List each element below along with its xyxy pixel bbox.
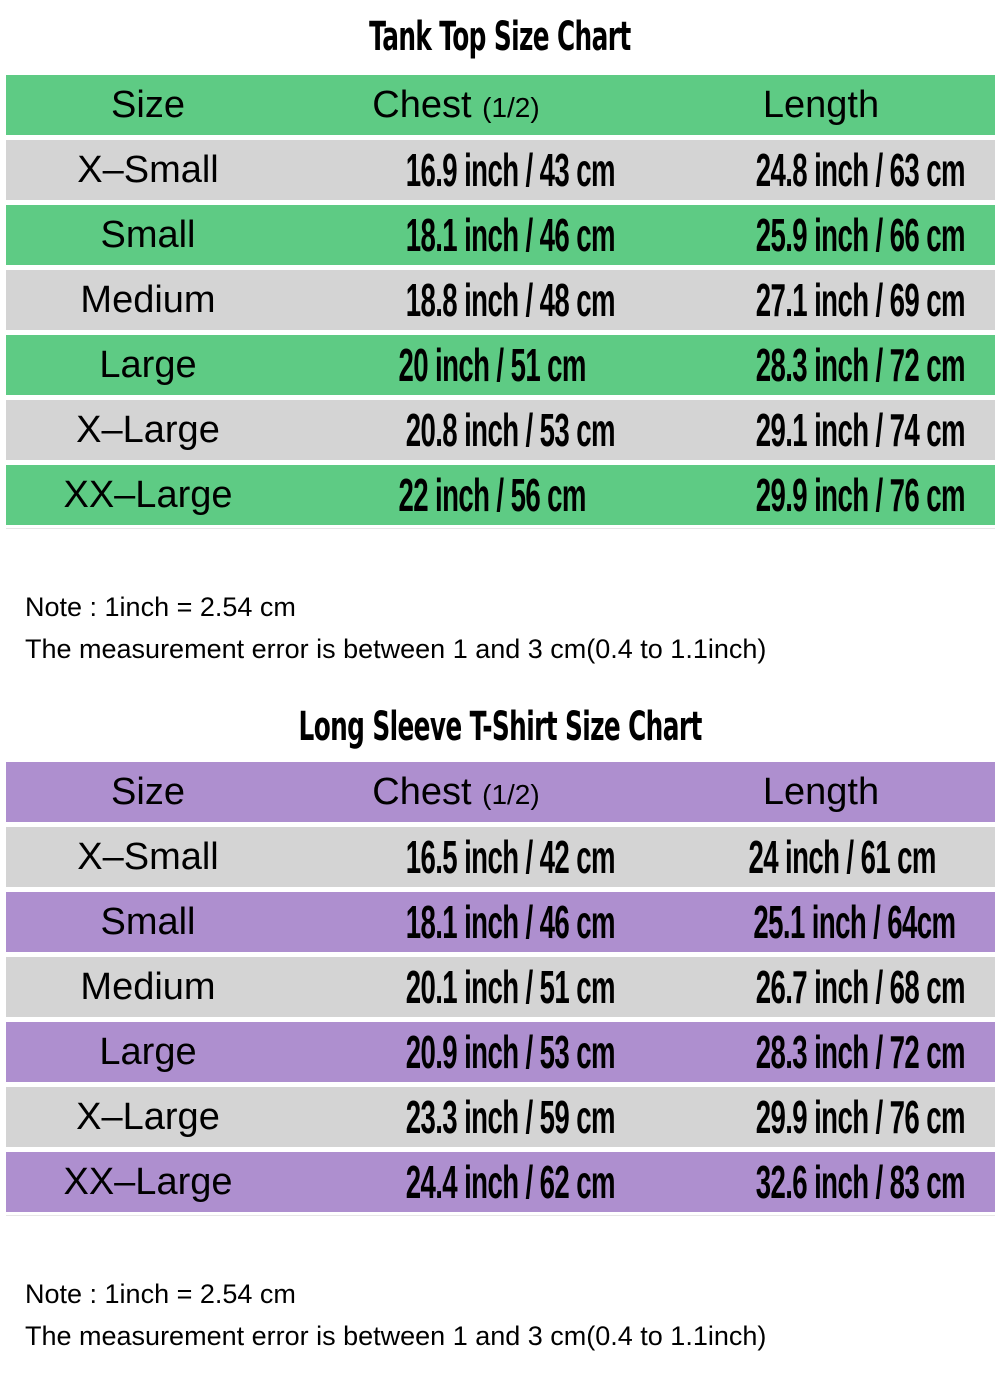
header-size: Size	[111, 771, 185, 813]
size-cell: XX–Large	[63, 1161, 233, 1203]
length-value: 29.1 inch / 74 cm	[755, 404, 966, 456]
chest-value: 20.9 inch / 53 cm	[405, 1026, 616, 1078]
chest-cell: 24.4 inch / 62 cm	[336, 1152, 636, 1212]
header-size: Size	[111, 84, 185, 126]
length-value: 29.9 inch / 76 cm	[755, 1091, 966, 1143]
table-row: Small 18.1 inch / 46 cm 25.1 inch / 64cm	[6, 892, 995, 952]
length-cell: 29.9 inch / 76 cm	[686, 465, 986, 525]
long-sleeve-note-error: The measurement error is between 1 and 3…	[25, 1321, 767, 1351]
table-row: Medium 18.8 inch / 48 cm 27.1 inch / 69 cm	[6, 270, 995, 330]
tank-note-conversion: Note : 1inch = 2.54 cm	[25, 592, 296, 622]
size-cell: Large	[99, 1031, 197, 1073]
size-cell: Small	[100, 214, 196, 256]
length-cell: 24.8 inch / 63 cm	[686, 140, 986, 200]
tank-top-size-table: Size Chest (1/2) Length X–Small 16.9 inch / …	[6, 75, 995, 530]
chest-value: 20.8 inch / 53 cm	[405, 404, 616, 456]
header-chest: Chest (1/2)	[306, 75, 606, 135]
header-length: Length	[762, 84, 880, 126]
tank-note-error: The measurement error is between 1 and 3…	[25, 634, 767, 664]
size-cell: X–Large	[76, 409, 220, 451]
chest-value: 16.5 inch / 42 cm	[405, 831, 616, 883]
size-cell: X–Small	[77, 836, 219, 878]
length-value: 29.9 inch / 76 cm	[755, 469, 966, 521]
header-chest-sub: (1/2)	[482, 779, 540, 810]
divider	[6, 1215, 995, 1216]
length-value: 24.8 inch / 63 cm	[755, 144, 966, 196]
table-row: Large 20 inch / 51 cm 28.3 inch / 72 cm	[6, 335, 995, 395]
length-value: 25.9 inch / 66 cm	[755, 209, 966, 261]
table-row: Small 18.1 inch / 46 cm 25.9 inch / 66 cm	[6, 205, 995, 265]
chest-value: 18.1 inch / 46 cm	[405, 896, 616, 948]
chest-value: 24.4 inch / 62 cm	[405, 1156, 616, 1208]
table-row: X–Small 16.5 inch / 42 cm 24 inch / 61 cm	[6, 827, 995, 887]
header-chest-label: Chest	[372, 84, 472, 126]
length-cell: 24 inch / 61 cm	[686, 827, 986, 887]
chest-cell: 18.1 inch / 46 cm	[336, 892, 636, 952]
size-cell: XX–Large	[63, 474, 233, 516]
chest-cell: 16.5 inch / 42 cm	[336, 827, 636, 887]
size-cell: Small	[100, 901, 196, 943]
chest-cell: 20.1 inch / 51 cm	[336, 957, 636, 1017]
table-row: X–Large 23.3 inch / 59 cm 29.9 inch / 76 c…	[6, 1087, 995, 1147]
long-sleeve-note-conversion: Note : 1inch = 2.54 cm	[25, 1279, 296, 1309]
chest-value: 18.1 inch / 46 cm	[405, 209, 616, 261]
chest-value: 18.8 inch / 48 cm	[405, 274, 616, 326]
table-row: X–Small 16.9 inch / 43 cm 24.8 inch / 63 c…	[6, 140, 995, 200]
size-cell: Large	[99, 344, 197, 386]
length-value: 27.1 inch / 69 cm	[755, 274, 966, 326]
length-value: 25.1 inch / 64cm	[753, 896, 956, 948]
long-sleeve-size-table: Size Chest (1/2) Length X–Small 16.5 inch / …	[6, 762, 995, 1217]
size-cell: Medium	[80, 966, 216, 1008]
chest-cell: 20.9 inch / 53 cm	[336, 1022, 636, 1082]
length-cell: 25.9 inch / 66 cm	[686, 205, 986, 265]
table-row: Large 20.9 inch / 53 cm 28.3 inch / 72 cm	[6, 1022, 995, 1082]
chest-value: 23.3 inch / 59 cm	[405, 1091, 616, 1143]
header-row: Size Chest (1/2) Length	[6, 762, 995, 822]
chest-value: 22 inch / 56 cm	[398, 469, 586, 521]
tank-top-title: Tank Top Size Chart	[369, 14, 631, 60]
length-cell: 26.7 inch / 68 cm	[686, 957, 986, 1017]
length-cell: 25.1 inch / 64cm	[686, 892, 986, 952]
size-cell: X–Large	[76, 1096, 220, 1138]
length-value: 28.3 inch / 72 cm	[755, 1026, 966, 1078]
length-cell: 32.6 inch / 83 cm	[686, 1152, 986, 1212]
length-value: 24 inch / 61 cm	[748, 831, 936, 883]
chest-cell: 20.8 inch / 53 cm	[336, 400, 636, 460]
size-cell: X–Small	[77, 149, 219, 191]
chest-cell: 22 inch / 56 cm	[336, 465, 636, 525]
table-row: XX–Large 22 inch / 56 cm 29.9 inch / 76 cm	[6, 465, 995, 525]
length-cell: 28.3 inch / 72 cm	[686, 335, 986, 395]
size-cell: Medium	[80, 279, 216, 321]
chest-cell: 16.9 inch / 43 cm	[336, 140, 636, 200]
chest-value: 20.1 inch / 51 cm	[405, 961, 616, 1013]
header-row: Size Chest (1/2) Length	[6, 75, 995, 135]
length-cell: 29.9 inch / 76 cm	[686, 1087, 986, 1147]
length-value: 26.7 inch / 68 cm	[755, 961, 966, 1013]
chest-cell: 20 inch / 51 cm	[336, 335, 636, 395]
chest-cell: 23.3 inch / 59 cm	[336, 1087, 636, 1147]
header-chest-sub: (1/2)	[482, 92, 540, 123]
long-sleeve-title: Long Sleeve T-Shirt Size Chart	[298, 704, 702, 750]
chest-value: 20 inch / 51 cm	[398, 339, 586, 391]
header-chest-label: Chest	[372, 771, 472, 813]
table-row: X–Large 20.8 inch / 53 cm 29.1 inch / 74 c…	[6, 400, 995, 460]
divider	[6, 528, 995, 529]
length-value: 28.3 inch / 72 cm	[755, 339, 966, 391]
length-value: 32.6 inch / 83 cm	[755, 1156, 966, 1208]
table-row: Medium 20.1 inch / 51 cm 26.7 inch / 68 cm	[6, 957, 995, 1017]
table-row: XX–Large 24.4 inch / 62 cm 32.6 inch / 83 …	[6, 1152, 995, 1212]
header-chest: Chest (1/2)	[306, 762, 606, 822]
length-cell: 28.3 inch / 72 cm	[686, 1022, 986, 1082]
length-cell: 29.1 inch / 74 cm	[686, 400, 986, 460]
header-length: Length	[762, 771, 880, 813]
chest-cell: 18.8 inch / 48 cm	[336, 270, 636, 330]
chest-value: 16.9 inch / 43 cm	[405, 144, 616, 196]
length-cell: 27.1 inch / 69 cm	[686, 270, 986, 330]
chest-cell: 18.1 inch / 46 cm	[336, 205, 636, 265]
